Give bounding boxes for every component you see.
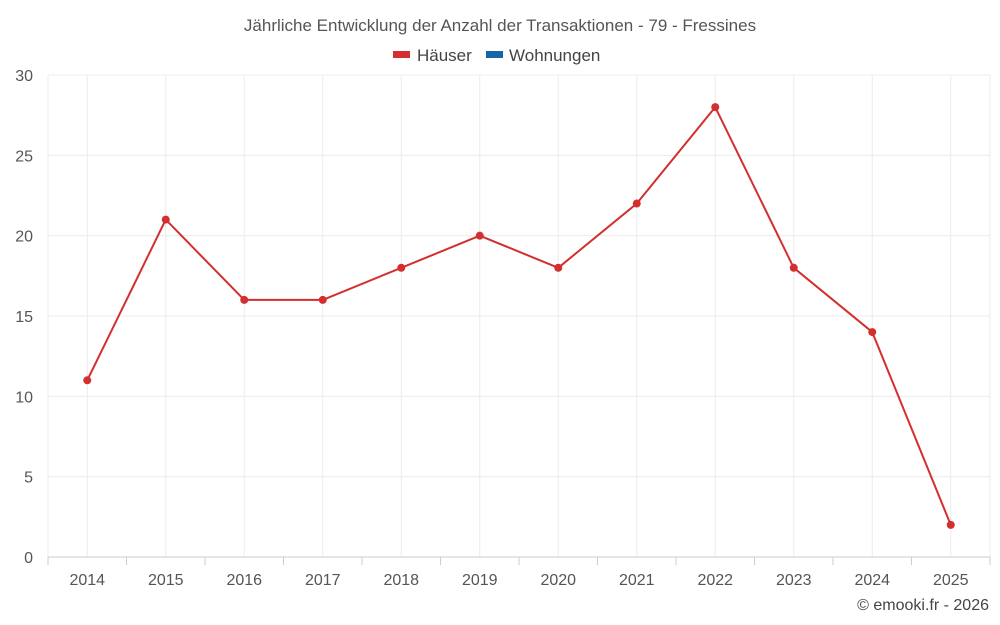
x-tick-label: 2016 <box>226 572 262 589</box>
y-axis-ticks: 0 5 10 15 20 25 30 <box>15 68 33 567</box>
x-tick-label: 2017 <box>305 572 341 589</box>
x-tick-label: 2023 <box>776 572 812 589</box>
grid <box>48 74 990 557</box>
x-tick-label: 2014 <box>69 572 105 589</box>
y-tick-label: 5 <box>24 470 33 487</box>
data-point[interactable] <box>946 520 955 529</box>
x-tick-label: 2022 <box>697 572 733 589</box>
y-tick-label: 10 <box>15 389 33 406</box>
legend-label-wohnungen: Wohnungen <box>509 46 600 65</box>
x-tick-label: 2020 <box>540 572 576 589</box>
legend: Häuser Wohnungen <box>393 46 600 65</box>
data-point[interactable] <box>475 231 484 240</box>
data-point[interactable] <box>632 199 641 208</box>
x-tick-label: 2025 <box>933 572 969 589</box>
x-axis-ticks: 2014 2015 2016 2017 2018 2019 2020 2021 2022 2023… <box>47 557 991 589</box>
data-point[interactable] <box>240 295 249 304</box>
series <box>83 103 955 529</box>
y-tick-label: 25 <box>15 148 33 165</box>
data-point[interactable] <box>397 263 406 272</box>
data-point[interactable] <box>318 295 327 304</box>
chart-title: Jährliche Entwicklung der Anzahl der Tra… <box>244 16 756 35</box>
legend-item-haeuser[interactable]: Häuser <box>393 46 472 65</box>
credit-text: © emooki.fr - 2026 <box>857 597 989 614</box>
y-tick-label: 20 <box>15 229 33 246</box>
legend-label-haeuser: Häuser <box>417 46 472 65</box>
x-tick-label: 2019 <box>462 572 498 589</box>
x-tick-label: 2015 <box>148 572 184 589</box>
x-tick-label: 2018 <box>383 572 419 589</box>
data-point[interactable] <box>554 263 563 272</box>
y-tick-label: 30 <box>15 68 33 85</box>
legend-item-wohnungen[interactable]: Wohnungen <box>486 46 600 65</box>
x-tick-label: 2021 <box>619 572 655 589</box>
data-point[interactable] <box>711 103 720 112</box>
data-point[interactable] <box>83 376 92 385</box>
data-point[interactable] <box>868 328 877 337</box>
y-tick-label: 15 <box>15 309 33 326</box>
series-line <box>86 106 952 526</box>
data-point[interactable] <box>161 215 170 224</box>
legend-swatch-haeuser <box>393 51 410 58</box>
legend-swatch-wohnungen <box>486 51 503 58</box>
y-tick-label: 0 <box>24 550 33 567</box>
x-tick-label: 2024 <box>854 572 890 589</box>
data-point[interactable] <box>789 263 798 272</box>
